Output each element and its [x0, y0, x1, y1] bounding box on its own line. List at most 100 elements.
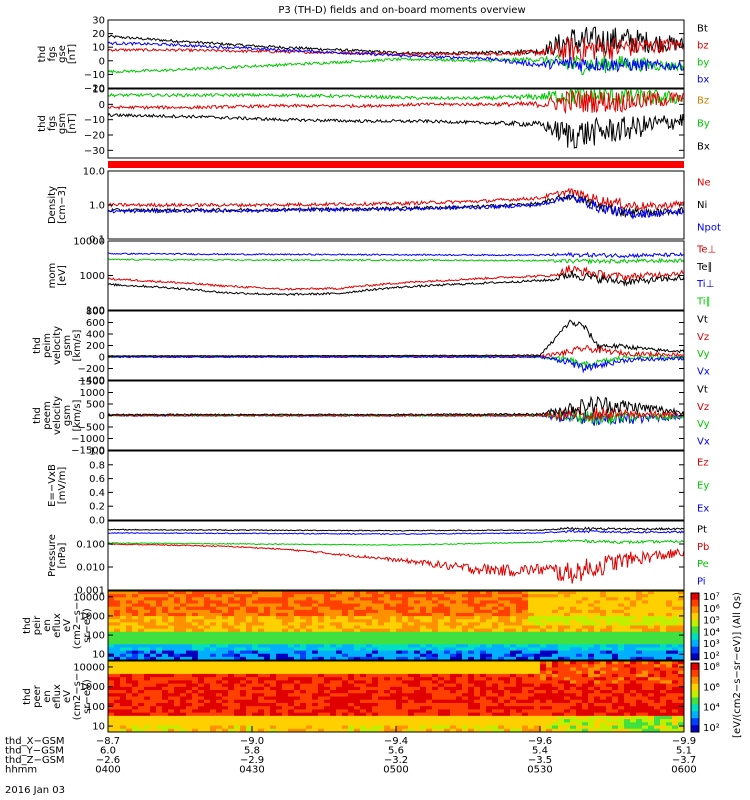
heatmap-cell: [390, 603, 397, 608]
heatmap-cell: [252, 609, 259, 614]
heatmap-cell: [480, 683, 487, 688]
heatmap-cell: [504, 661, 511, 665]
heatmap-cell: [594, 628, 601, 633]
heatmap-cell: [516, 683, 523, 688]
series-line: [107, 194, 685, 220]
heatmap-cell: [294, 644, 301, 648]
x-tick-label: −3.5: [528, 755, 552, 766]
heatmap-cell: [570, 634, 577, 639]
heatmap-cell: [498, 670, 505, 675]
heatmap-cell: [630, 699, 637, 704]
heatmap-cell: [294, 719, 301, 723]
y-tick-label: 0.2: [89, 502, 105, 513]
heatmap-cell: [366, 616, 373, 620]
heatmap-cell: [552, 693, 559, 697]
heatmap-cell: [174, 650, 181, 655]
heatmap-cell: [174, 600, 181, 604]
heatmap-cell: [366, 728, 373, 733]
heatmap-cell: [336, 644, 343, 648]
heatmap-cell: [486, 690, 493, 694]
heatmap-cell: [558, 725, 565, 730]
heatmap-cell: [594, 693, 601, 697]
colorbar-cell: [691, 639, 699, 647]
heatmap-cell: [156, 690, 163, 694]
heatmap-cell: [510, 706, 517, 710]
heatmap-cell: [264, 725, 271, 730]
heatmap-cell: [378, 628, 385, 633]
heatmap-cell: [354, 696, 361, 701]
heatmap-cell: [258, 677, 265, 681]
heatmap-cell: [228, 647, 235, 651]
heatmap-cell: [444, 677, 451, 681]
heatmap-cell: [618, 603, 625, 608]
heatmap-cell: [414, 606, 421, 611]
heatmap-cell: [420, 625, 427, 630]
heatmap-cell: [456, 696, 463, 701]
heatmap-cell: [108, 667, 115, 672]
heatmap-cell: [624, 712, 631, 717]
heatmap-cell: [540, 673, 547, 678]
heatmap-cell: [492, 680, 499, 684]
y-axis-label: fgs: [47, 46, 58, 61]
heatmap-cell: [570, 690, 577, 694]
heatmap-cell: [186, 656, 193, 661]
heatmap-cell: [318, 680, 325, 684]
heatmap-cell: [426, 693, 433, 697]
heatmap-cell: [240, 638, 247, 642]
y-axis-label: thd: [37, 46, 48, 63]
heatmap-cell: [312, 650, 319, 655]
heatmap-cell: [564, 631, 571, 636]
heatmap-cell: [186, 631, 193, 636]
heatmap-cell: [666, 667, 673, 672]
heatmap-cell: [630, 591, 637, 595]
heatmap-cell: [384, 628, 391, 633]
heatmap-cell: [588, 706, 595, 710]
heatmap-cell: [330, 693, 337, 697]
heatmap-cell: [594, 680, 601, 684]
heatmap-cell: [486, 706, 493, 710]
heatmap-cell: [636, 634, 643, 639]
heatmap-cell: [420, 612, 427, 617]
heatmap-cell: [570, 715, 577, 720]
heatmap-cell: [492, 634, 499, 639]
heatmap-cell: [132, 683, 139, 688]
heatmap-cell: [432, 715, 439, 720]
heatmap-cell: [498, 603, 505, 608]
heatmap-cell: [492, 600, 499, 604]
heatmap-cell: [456, 641, 463, 645]
heatmap-cell: [576, 683, 583, 688]
heatmap-cell: [666, 693, 673, 697]
heatmap-cell: [318, 622, 325, 626]
heatmap-cell: [558, 680, 565, 684]
heatmap-cell: [510, 693, 517, 697]
heatmap-cell: [300, 686, 307, 691]
heatmap-cell: [162, 656, 169, 661]
heatmap-cell: [318, 616, 325, 620]
heatmap-cell: [618, 650, 625, 655]
heatmap-cell: [450, 641, 457, 645]
heatmap-cell: [648, 728, 655, 733]
heatmap-cell: [510, 600, 517, 604]
heatmap-cell: [666, 706, 673, 710]
heatmap-cell: [498, 680, 505, 684]
heatmap-cell: [150, 609, 157, 614]
heatmap-cell: [276, 683, 283, 688]
heatmap-cell: [654, 644, 661, 648]
heatmap-cell: [252, 656, 259, 661]
heatmap-cell: [540, 696, 547, 701]
heatmap-cell: [234, 650, 241, 655]
heatmap-cell: [330, 667, 337, 672]
heatmap-cell: [180, 722, 187, 726]
heatmap-cell: [666, 664, 673, 668]
heatmap-cell: [390, 606, 397, 611]
heatmap-cell: [576, 653, 583, 658]
heatmap-cell: [330, 641, 337, 645]
heatmap-cell: [498, 722, 505, 726]
heatmap-cell: [288, 696, 295, 701]
heatmap-cell: [306, 709, 313, 714]
heatmap-cell: [192, 696, 199, 701]
heatmap-cell: [420, 728, 427, 733]
heatmap-cell: [540, 638, 547, 642]
heatmap-cell: [264, 661, 271, 665]
